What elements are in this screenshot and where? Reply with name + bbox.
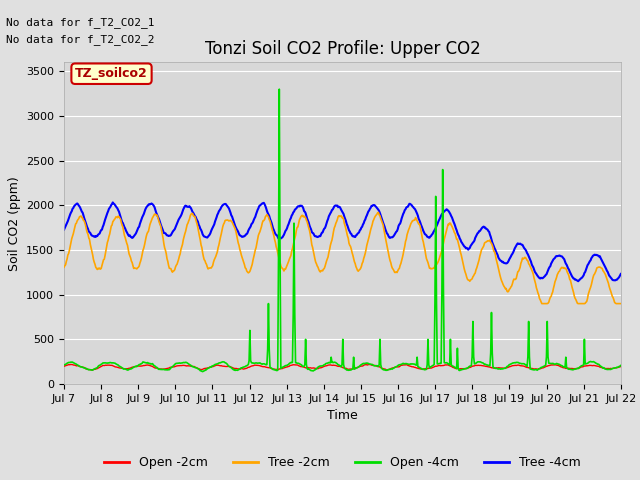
X-axis label: Time: Time: [327, 409, 358, 422]
Legend: Open -2cm, Tree -2cm, Open -4cm, Tree -4cm: Open -2cm, Tree -2cm, Open -4cm, Tree -4…: [99, 451, 586, 474]
Title: Tonzi Soil CO2 Profile: Upper CO2: Tonzi Soil CO2 Profile: Upper CO2: [205, 40, 480, 58]
Text: No data for f_T2_CO2_1: No data for f_T2_CO2_1: [6, 17, 155, 28]
Y-axis label: Soil CO2 (ppm): Soil CO2 (ppm): [8, 176, 20, 271]
Text: TZ_soilco2: TZ_soilco2: [75, 67, 148, 80]
Text: No data for f_T2_CO2_2: No data for f_T2_CO2_2: [6, 34, 155, 45]
